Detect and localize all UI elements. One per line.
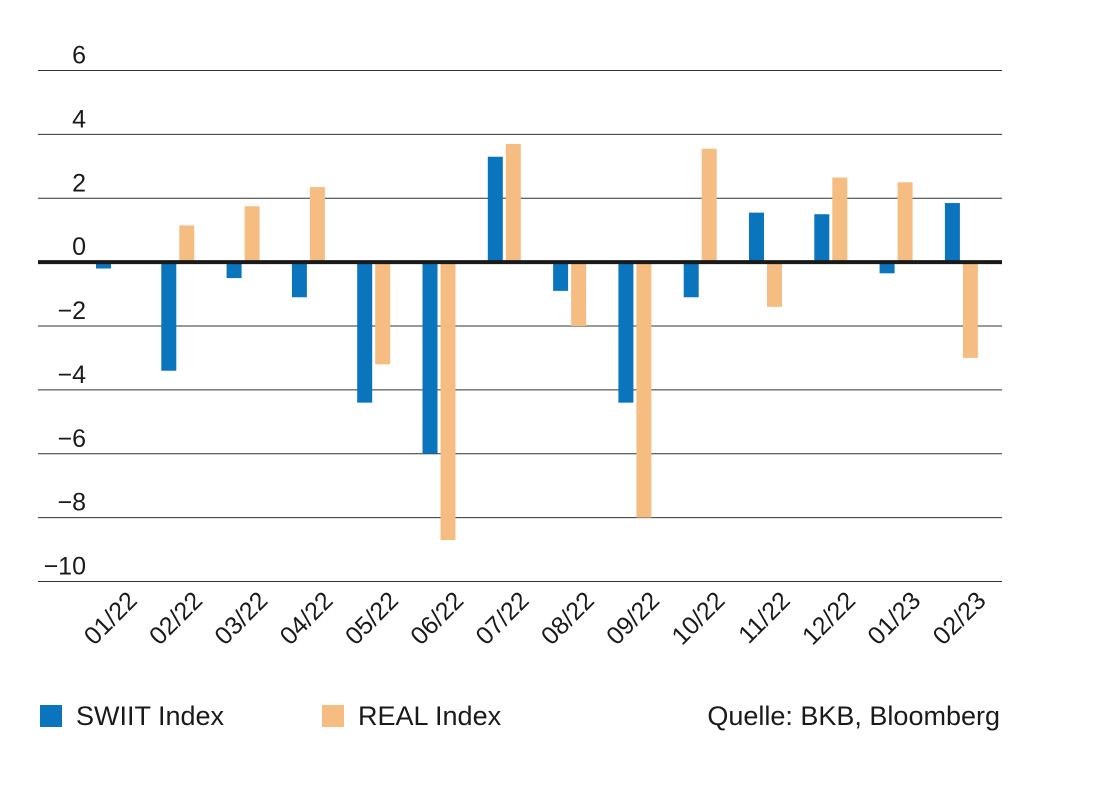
x-tick-label: 06/22 bbox=[405, 586, 469, 650]
legend-swatch-swiit bbox=[40, 705, 62, 727]
legend-swatch-real bbox=[322, 705, 344, 727]
y-tick-label: −8 bbox=[57, 489, 86, 517]
bar-swiit-01-22 bbox=[96, 262, 111, 269]
x-tick-label: 03/22 bbox=[209, 586, 273, 650]
x-tick-label: 10/22 bbox=[666, 586, 730, 650]
y-tick-label: −6 bbox=[57, 425, 86, 453]
legend: SWIIT Index REAL Index Quelle: BKB, Bloo… bbox=[0, 700, 1116, 734]
legend-label-real: REAL Index bbox=[358, 701, 502, 731]
bar-swiit-02-23 bbox=[944, 203, 960, 263]
x-tick-label: 02/23 bbox=[928, 586, 992, 650]
bars bbox=[96, 143, 978, 540]
bar-swiit-03-22 bbox=[226, 262, 242, 279]
x-tick-label: 07/22 bbox=[471, 586, 535, 650]
x-tick-label: 08/22 bbox=[536, 586, 600, 650]
bar-real-04-22 bbox=[309, 187, 325, 263]
bar-real-12-22 bbox=[832, 177, 848, 263]
x-tick-label: 02/22 bbox=[144, 586, 208, 650]
bar-real-02-22 bbox=[179, 225, 195, 263]
bar-swiit-07-22 bbox=[487, 156, 503, 263]
y-axis-ticks: 6 4 2 0 −2 −4 −6 −8 −10 bbox=[44, 42, 87, 581]
y-tick-label: −4 bbox=[57, 361, 86, 389]
legend-item-real: REAL Index bbox=[322, 700, 501, 732]
bar-swiit-11-22 bbox=[749, 212, 764, 263]
bar-swiit-06-22 bbox=[422, 262, 438, 454]
bar-swiit-02-22 bbox=[161, 262, 177, 371]
bar-swiit-04-22 bbox=[291, 262, 307, 298]
bar-real-01-23 bbox=[897, 182, 913, 263]
y-tick-label: 0 bbox=[72, 233, 86, 261]
x-axis-ticks: 01/22 02/22 03/22 04/22 05/22 06/22 07/22 08/22… bbox=[79, 586, 992, 650]
bar-real-11-22 bbox=[767, 262, 782, 307]
bar-swiit-05-22 bbox=[357, 262, 373, 403]
x-tick-label: 01/23 bbox=[862, 586, 926, 650]
legend-item-swiit: SWIIT Index bbox=[40, 700, 224, 732]
bar-swiit-10-22 bbox=[683, 262, 699, 298]
bar-real-02-23 bbox=[962, 262, 978, 358]
x-tick-label: 01/22 bbox=[79, 586, 143, 650]
x-tick-label: 11/22 bbox=[733, 586, 796, 649]
bar-swiit-01-23 bbox=[879, 262, 895, 274]
bar-real-10-22 bbox=[701, 148, 717, 263]
bar-real-07-22 bbox=[505, 143, 521, 263]
bar-chart: 6 4 2 0 −2 −4 −6 −8 −10 01/22 02/22 03/22 04/22 05/2… bbox=[38, 42, 1002, 650]
bar-swiit-12-22 bbox=[814, 214, 830, 263]
y-tick-label: 2 bbox=[72, 169, 86, 197]
y-tick-label: 4 bbox=[72, 105, 86, 133]
x-tick-label: 12/22 bbox=[797, 586, 861, 650]
x-tick-label: 04/22 bbox=[275, 586, 339, 650]
bar-real-09-22 bbox=[636, 262, 652, 518]
source-note: Quelle: BKB, Bloomberg bbox=[707, 701, 1000, 731]
y-tick-label: −10 bbox=[44, 553, 86, 581]
x-tick-label: 05/22 bbox=[340, 586, 404, 650]
y-tick-label: −2 bbox=[57, 297, 86, 325]
bar-swiit-09-22 bbox=[618, 262, 634, 403]
bar-real-06-22 bbox=[440, 262, 456, 540]
y-tick-label: 6 bbox=[72, 42, 86, 70]
bar-swiit-08-22 bbox=[553, 262, 569, 291]
x-tick-label: 09/22 bbox=[601, 586, 665, 650]
bar-real-05-22 bbox=[375, 262, 391, 365]
legend-label-swiit: SWIIT Index bbox=[76, 701, 225, 731]
bar-real-03-22 bbox=[244, 206, 260, 263]
bar-real-08-22 bbox=[571, 262, 587, 326]
